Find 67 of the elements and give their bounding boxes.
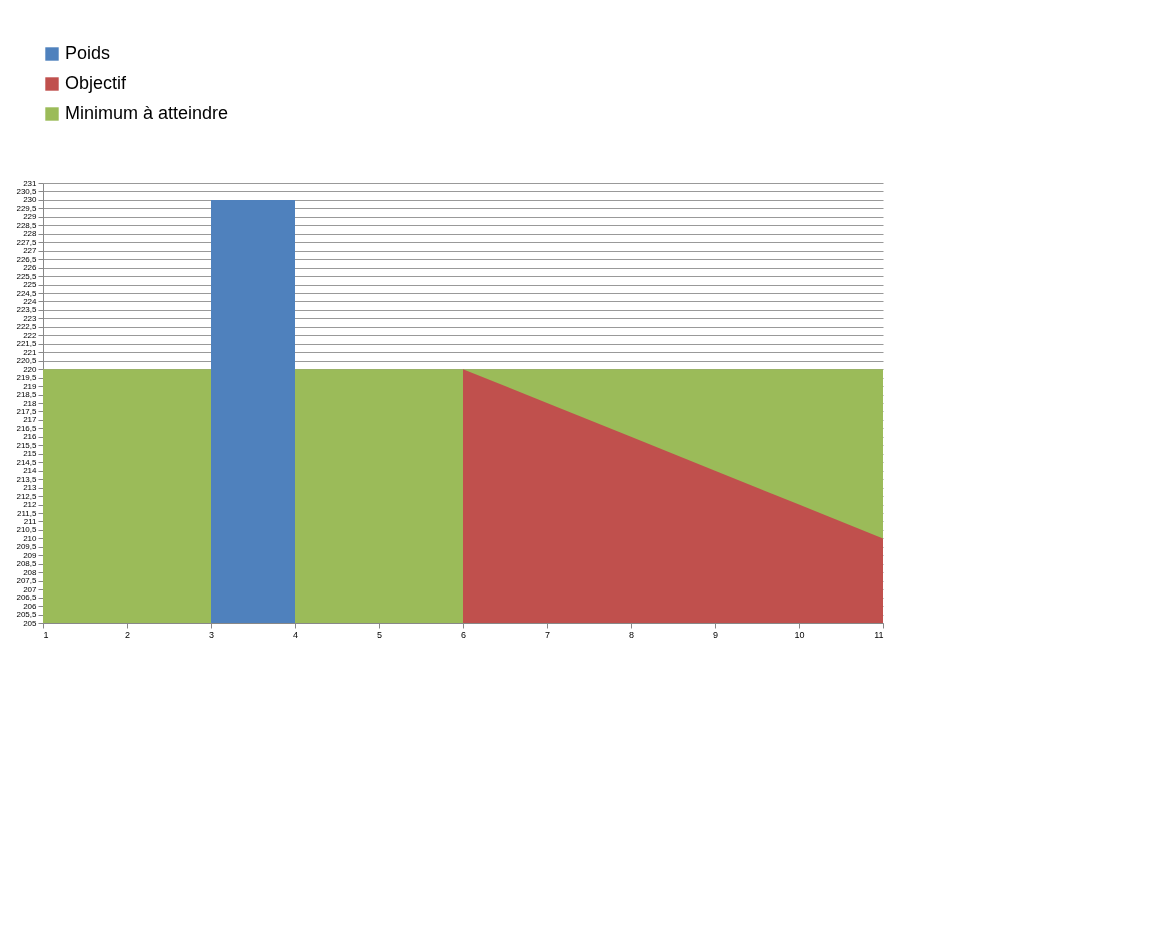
x-tick-label: 10 [794,629,805,640]
y-tick-label: 226,5 [16,254,38,264]
y-tick-label: 210,5 [16,525,38,535]
y-tick-label: 212,5 [16,491,38,501]
x-tick-label: 2 [124,629,131,640]
y-tick-label: 209 [23,550,38,560]
y-tick-label: 214 [23,466,38,476]
x-tick-label: 9 [712,629,719,640]
y-tick-label: 220 [23,364,38,374]
y-tick-label: 226 [23,263,38,273]
x-tick-label: 4 [292,629,299,640]
x-tick-label: 5 [376,629,383,640]
y-tick-label: 219,5 [16,373,38,383]
y-tick-label: 223 [23,313,38,323]
y-tick-label: 221,5 [16,339,38,349]
y-tick-label: 217,5 [16,406,38,416]
legend-label: Poids [65,43,111,63]
y-tick-label: 216,5 [16,423,38,433]
y-tick-label: 224 [23,296,38,306]
y-tick-label: 225 [23,280,38,290]
y-tick-label: 229 [23,212,38,222]
y-tick-label: 228 [23,229,38,239]
y-tick-label: 205 [23,618,38,628]
y-tick-label: 228,5 [16,220,38,230]
y-tick-label: 220,5 [16,356,38,366]
y-tick-label: 212 [23,500,38,510]
y-tick-label: 231 [23,178,38,188]
y-tick-label: 230,5 [16,186,38,196]
y-tick-label: 213,5 [16,474,38,484]
y-tick-label: 208 [23,567,38,577]
y-tick-label: 206 [23,601,38,611]
y-tick-label: 218,5 [16,390,38,400]
y-tick-label: 205,5 [16,610,38,620]
y-tick-label: 207 [23,584,38,594]
y-tick-label: 215,5 [16,440,38,450]
y-tick-label: 224,5 [16,288,38,298]
y-tick-label: 219 [23,381,38,391]
y-tick-label: 215 [23,449,38,459]
y-tick-label: 229,5 [16,203,38,213]
y-tick-label: 209,5 [16,542,38,552]
y-tick-label: 227,5 [16,237,38,247]
y-tick-label: 214,5 [16,457,38,467]
legend-label: Minimum à atteindre [65,103,229,123]
y-tick-label: 206,5 [16,593,38,603]
y-tick-label: 222,5 [16,322,38,332]
x-tick-label: 8 [628,629,635,640]
y-tick-label: 207,5 [16,576,38,586]
x-tick-label: 1 [43,629,49,640]
y-tick-label: 208,5 [16,559,38,569]
y-tick-label: 210 [23,533,38,543]
y-tick-label: 216 [23,432,38,442]
y-tick-label: 213 [23,483,38,493]
y-tick-label: 218 [23,398,38,408]
y-tick-label: 223,5 [16,305,38,315]
y-tick-label: 217 [23,415,38,425]
x-tick-label: 6 [460,629,467,640]
x-tick-label: 7 [544,629,551,640]
y-tick-label: 211 [23,516,38,526]
y-tick-label: 211,5 [17,508,38,518]
y-tick-label: 227 [23,246,38,256]
y-tick-label: 230 [23,195,38,205]
x-tick-label: 3 [208,629,215,640]
legend-label: Objectif [65,73,128,93]
x-tick-label: 11 [874,629,884,640]
y-tick-label: 222 [23,330,38,340]
y-tick-label: 225,5 [16,271,38,281]
y-tick-label: 221 [23,347,38,357]
